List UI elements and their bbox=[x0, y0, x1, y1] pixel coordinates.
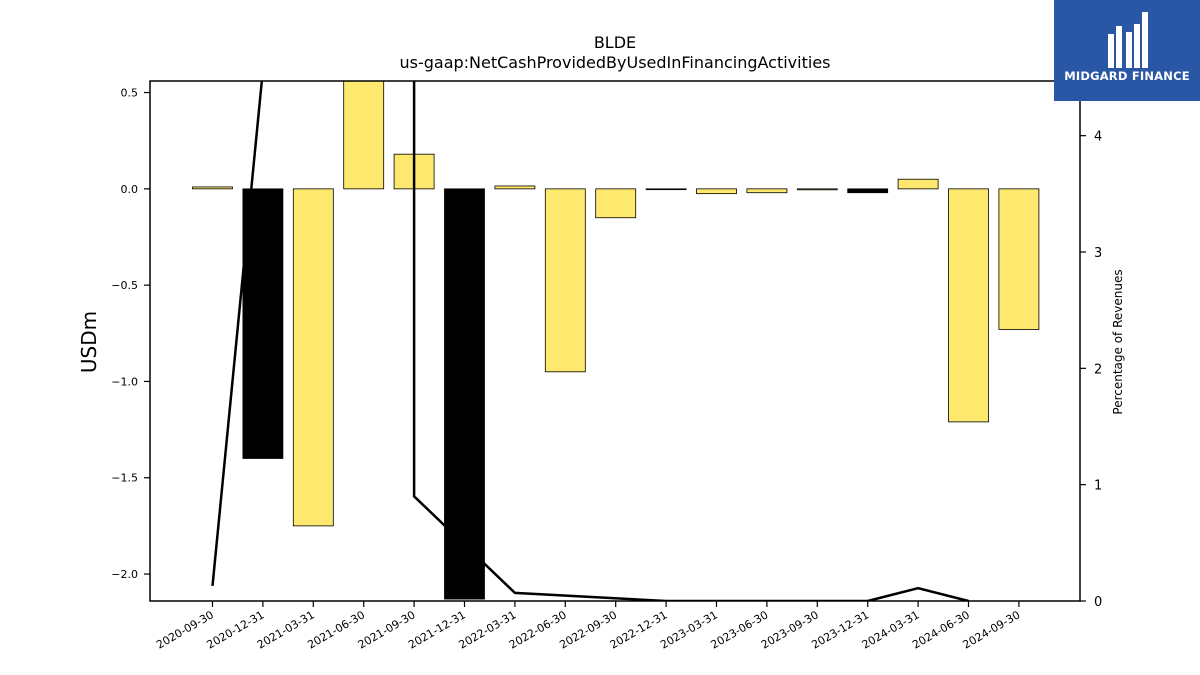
y2-tick-label: 0 bbox=[1094, 595, 1102, 610]
bar-2023-06-30 bbox=[746, 188, 788, 194]
y2-tick-label: 2 bbox=[1094, 362, 1102, 377]
bar-2022-06-30 bbox=[544, 188, 586, 373]
chart-title: BLDE bbox=[594, 33, 636, 52]
y-tick-label: −1.0 bbox=[111, 375, 138, 388]
brand-logo: MIDGARD FINANCE bbox=[1054, 0, 1200, 101]
y-axis-left: 0.5 0.0 −0.5 −1.0 −1.5 −2.0 bbox=[111, 87, 150, 581]
bar-2021-12-31 bbox=[444, 188, 485, 600]
revenue-pct-line bbox=[211, 81, 969, 601]
bar-2024-09-30 bbox=[998, 188, 1040, 330]
y-tick-label: 0.0 bbox=[121, 183, 139, 196]
y-tick-label: −1.5 bbox=[111, 472, 138, 485]
y2-tick-label: 1 bbox=[1094, 479, 1102, 494]
bar-2022-12-31 bbox=[645, 188, 687, 191]
plot-frame bbox=[149, 80, 1081, 602]
line-layer bbox=[211, 81, 969, 601]
chart-subtitle: us-gaap:NetCashProvidedByUsedInFinancing… bbox=[399, 53, 830, 72]
y2-tick-label: 4 bbox=[1094, 130, 1102, 145]
x-tick-label: 2024-09-30 bbox=[961, 608, 1023, 651]
y-tick-label: −2.0 bbox=[111, 568, 138, 581]
y2-axis-label: Percentage of Revenues bbox=[1111, 269, 1125, 414]
bar-2024-03-31 bbox=[897, 178, 939, 190]
bar-2022-03-31 bbox=[494, 185, 536, 190]
y-axis-label: USDm bbox=[77, 311, 101, 373]
y-tick-label: 0.5 bbox=[121, 87, 139, 100]
y2-tick-label: 3 bbox=[1094, 246, 1102, 261]
bar-2020-09-30 bbox=[192, 186, 233, 190]
bars-layer bbox=[192, 80, 1040, 600]
bar-2023-12-31 bbox=[847, 188, 889, 194]
bar-2022-09-30 bbox=[595, 188, 637, 219]
y-axis-right: 0 1 2 3 4 bbox=[1080, 130, 1102, 610]
x-axis: 2020-09-302020-12-312021-03-312021-06-30… bbox=[154, 601, 1022, 652]
brand-name: MIDGARD FINANCE bbox=[1064, 69, 1190, 83]
y-tick-label: −0.5 bbox=[111, 279, 138, 292]
bar-2020-12-31 bbox=[242, 188, 284, 459]
bar-2024-06-30 bbox=[948, 188, 989, 423]
bar-2023-09-30 bbox=[796, 188, 838, 191]
bar-2023-03-31 bbox=[696, 188, 737, 195]
bar-2021-03-31 bbox=[292, 188, 334, 527]
bar-2021-06-30 bbox=[343, 80, 385, 190]
midgard-logo-icon bbox=[1108, 12, 1148, 68]
